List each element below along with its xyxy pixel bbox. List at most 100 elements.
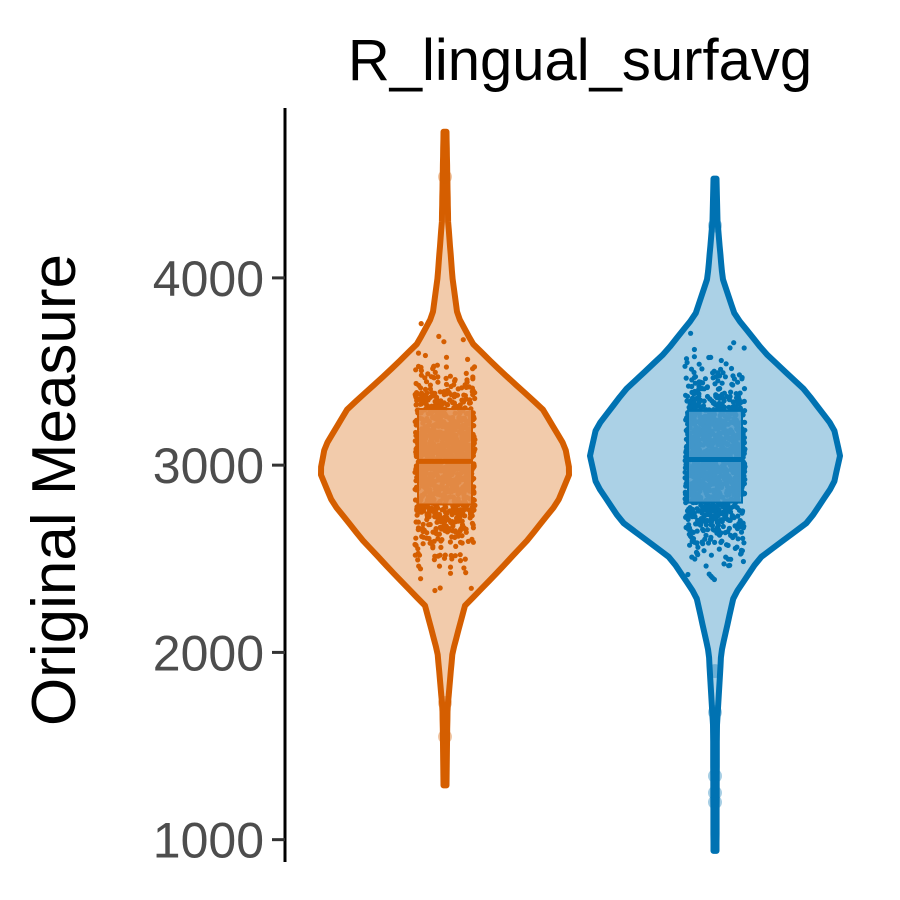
- data-point: [451, 394, 457, 400]
- data-point: [418, 368, 424, 374]
- data-point: [429, 505, 435, 511]
- data-point: [741, 540, 747, 546]
- data-point: [685, 571, 691, 578]
- data-point: [414, 504, 420, 510]
- data-point: [742, 427, 748, 433]
- data-point: [695, 544, 701, 550]
- data-point: [437, 524, 443, 531]
- data-point: [742, 408, 748, 414]
- data-point: [722, 374, 729, 380]
- data-point: [434, 505, 441, 511]
- data-point: [692, 514, 698, 520]
- data-point: [738, 529, 745, 535]
- data-point: [740, 558, 747, 565]
- data-point: [432, 587, 438, 594]
- data-point: [443, 381, 450, 387]
- data-point: [444, 510, 450, 517]
- data-point: [463, 529, 469, 535]
- data-point: [715, 386, 722, 392]
- data-point: [458, 512, 464, 518]
- data-point: [700, 541, 706, 547]
- data-point: [413, 402, 419, 408]
- data-point: [451, 400, 457, 406]
- data-point: [716, 395, 723, 401]
- data-point: [463, 570, 469, 576]
- data-point: [425, 371, 431, 377]
- data-point: [703, 512, 710, 518]
- y-axis-ticks: 1000 2000 3000 4000: [153, 251, 285, 869]
- data-point: [468, 585, 474, 591]
- data-point: [736, 372, 743, 378]
- data-point: [470, 374, 476, 380]
- y-tick-label: 4000: [153, 251, 264, 307]
- y-tick-label: 3000: [153, 438, 264, 494]
- data-point: [452, 377, 458, 383]
- data-point: [708, 517, 714, 523]
- data-point: [691, 346, 698, 353]
- data-point: [705, 540, 712, 546]
- data-point: [412, 419, 418, 425]
- data-point: [718, 517, 724, 523]
- data-point: [703, 563, 709, 569]
- data-point: [419, 509, 425, 515]
- data-point: [708, 534, 714, 541]
- data-point: [472, 395, 478, 402]
- data-point: [706, 354, 712, 361]
- data-point: [732, 532, 738, 538]
- data-point: [696, 391, 702, 397]
- data-point: [457, 528, 463, 534]
- data-point: [694, 402, 701, 408]
- data-point: [418, 321, 424, 327]
- data-point: [682, 489, 688, 495]
- data-point: [424, 530, 430, 536]
- data-point: [728, 505, 734, 511]
- data-point: [415, 350, 422, 356]
- data-point: [447, 373, 453, 379]
- data-point: [694, 550, 700, 556]
- data-point: [723, 509, 730, 515]
- data-point: [432, 369, 438, 375]
- data-point: [437, 389, 443, 395]
- data-point: [737, 518, 743, 524]
- data-point: [422, 375, 428, 381]
- data-point: [462, 393, 468, 399]
- data-point: [735, 379, 741, 385]
- data-point: [437, 552, 443, 558]
- data-point: [459, 385, 465, 391]
- data-point: [721, 404, 727, 410]
- data-point: [721, 561, 727, 567]
- data-point: [444, 402, 450, 408]
- data-point: [459, 540, 465, 546]
- data-point: [741, 386, 748, 392]
- data-point: [463, 506, 469, 512]
- data-point: [415, 519, 421, 525]
- data-point: [704, 393, 711, 400]
- data-point: [686, 404, 692, 410]
- data-point: [465, 356, 471, 362]
- data-point: [694, 506, 700, 512]
- outlier-point: [708, 218, 722, 233]
- data-point: [436, 531, 442, 537]
- violins-layer: [318, 128, 843, 854]
- data-point: [733, 395, 740, 401]
- data-point: [462, 556, 468, 562]
- outlier-point: [708, 769, 722, 783]
- data-point: [426, 535, 432, 542]
- data-point: [720, 523, 726, 530]
- data-point: [691, 390, 698, 396]
- data-point: [687, 530, 693, 537]
- data-point: [427, 521, 433, 528]
- data-point: [689, 395, 696, 401]
- data-point: [710, 370, 716, 376]
- data-point: [424, 517, 430, 523]
- data-point: [701, 548, 707, 554]
- data-point: [412, 438, 418, 444]
- outlier-point: [438, 696, 452, 710]
- outlier-point: [438, 729, 452, 744]
- data-point: [430, 366, 436, 372]
- data-point: [443, 515, 449, 521]
- data-point: [705, 527, 711, 533]
- data-point: [682, 363, 688, 369]
- data-point: [722, 530, 728, 536]
- data-point: [446, 389, 452, 396]
